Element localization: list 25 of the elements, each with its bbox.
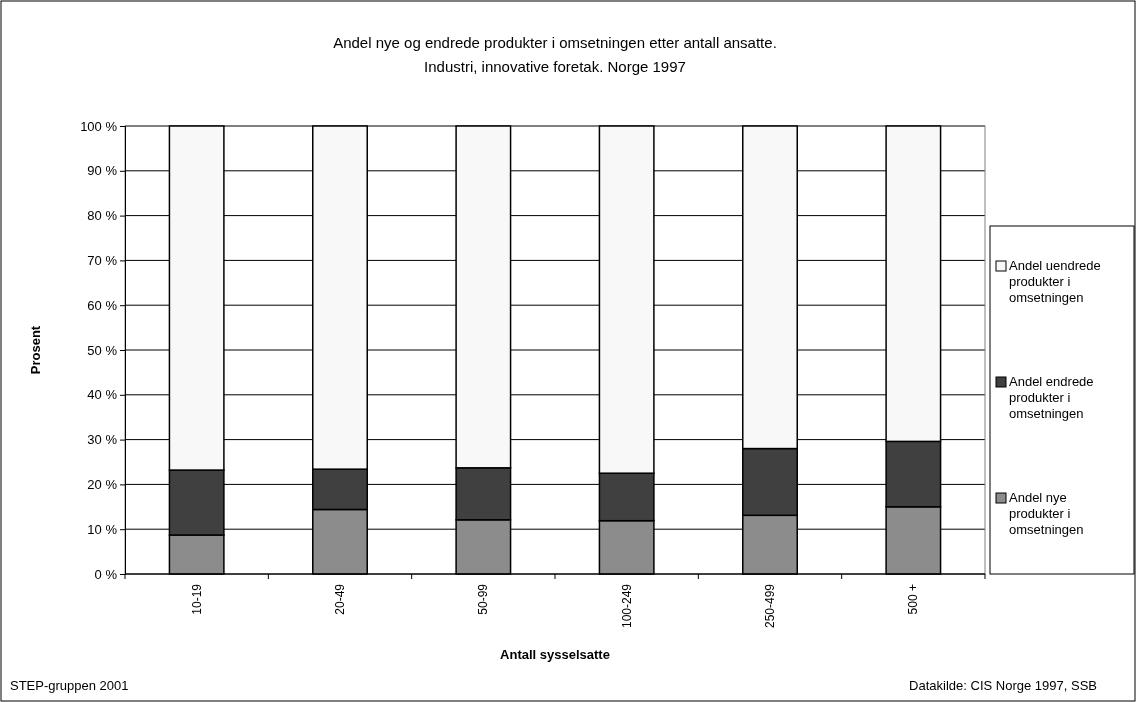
y-tick-label: 50 %: [87, 342, 118, 358]
y-axis-title: Prosent: [28, 325, 43, 375]
y-tick-label: 80 %: [87, 208, 118, 224]
x-tick-label: 20-49: [333, 583, 347, 615]
y-tick-label: 70 %: [87, 253, 118, 269]
y-tick-label: 40 %: [87, 387, 118, 403]
x-tick-label: 100-249: [619, 583, 634, 629]
y-tick-label: 0 %: [94, 566, 118, 582]
legend-label: Andel nye produkter i omsetningen: [1009, 490, 1084, 537]
text: STEP-gruppen 2001: [10, 678, 129, 693]
x-tick-label: 10-19: [189, 583, 204, 615]
x-tick-label: 50-99: [476, 583, 491, 615]
y-tick-label: 10 %: [87, 521, 118, 537]
y-tick-label: 60 %: [87, 297, 118, 313]
chart-title: Andel nye og endrede produkter i omsetningen etter antall ansatte. Industri, innovative foretak. Norge 1997: [333, 34, 777, 75]
y-tick-label: 20 %: [87, 477, 118, 493]
y-tick-label: 90 %: [87, 163, 118, 179]
text: Datakilde: CIS Norge 1997, SSB: [909, 678, 1097, 693]
y-tick-label: 100 %: [80, 118, 118, 134]
x-tick-label: 250-499: [763, 583, 777, 629]
legend-label: Andel uendrede produkter i omsetningen: [1009, 258, 1101, 305]
x-axis-title: Antall sysselsatte: [500, 647, 610, 662]
y-tick-label: 30 %: [87, 432, 118, 448]
x-tick-label: 500 +: [906, 584, 921, 615]
legend-label: Andel endrede produkter i omsetningen: [1009, 374, 1094, 421]
